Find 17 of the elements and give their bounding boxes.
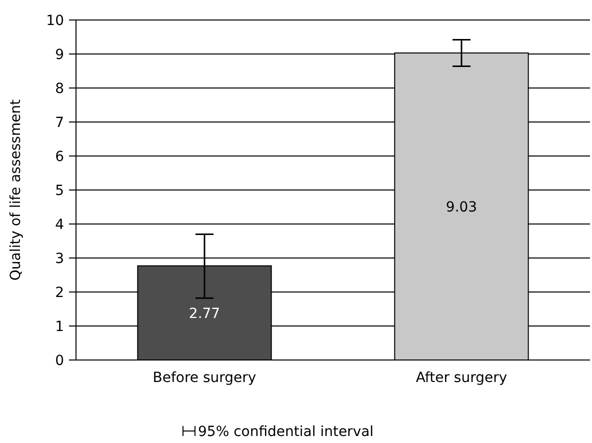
data-label: 2.77	[188, 306, 220, 322]
y-tick-label: 0	[55, 353, 64, 369]
text: 95% confidential interval	[198, 424, 374, 440]
y-axis-title: Quality of life assessment	[8, 98, 24, 281]
x-tick-label: After surgery	[416, 370, 508, 386]
y-tick-label: 2	[55, 285, 64, 301]
y-tick-label: 1	[55, 319, 64, 335]
y-tick-label: 6	[55, 149, 64, 165]
y-tick-label: 10	[46, 13, 64, 29]
y-tick-label: 4	[55, 217, 64, 233]
x-tick-label: Before surgery	[152, 370, 256, 386]
data-label: 9.03	[446, 199, 478, 216]
y-tick-label: 9	[55, 47, 64, 63]
y-tick-label: 8	[55, 81, 64, 97]
y-tick-label: 5	[55, 183, 64, 199]
y-tick-label: 3	[55, 251, 64, 267]
y-tick-label: 7	[55, 115, 64, 131]
